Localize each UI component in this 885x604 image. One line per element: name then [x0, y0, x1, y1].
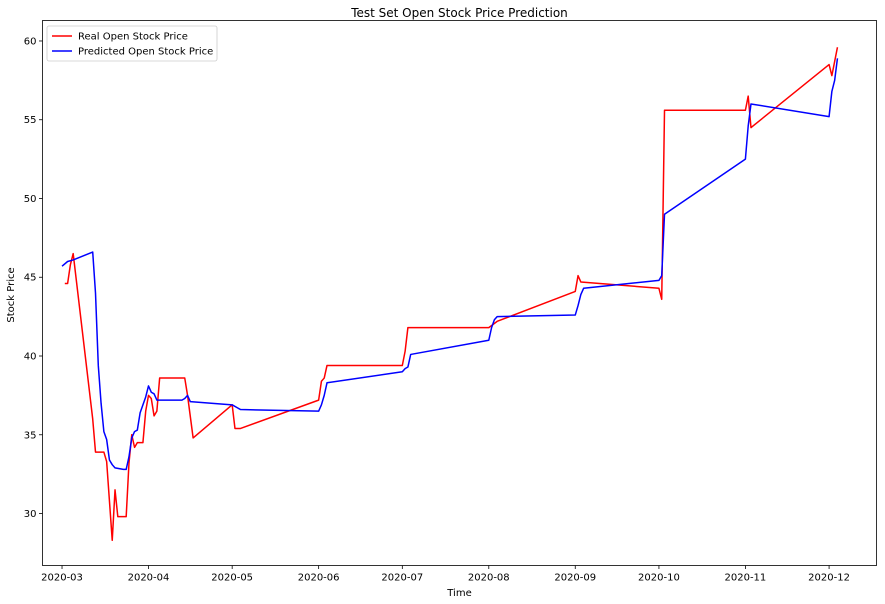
x-tick-label: 2020-07 [381, 573, 423, 584]
x-tick-label: 2020-05 [211, 573, 253, 584]
legend-label-real: Real Open Stock Price [78, 32, 188, 43]
series-line-predicted [61, 58, 839, 471]
y-axis: 30 35 40 45 50 55 60 [24, 36, 43, 520]
y-tick-label: 60 [24, 36, 37, 47]
x-axis-title: Time [446, 588, 471, 599]
legend-box [46, 25, 218, 62]
y-axis-title: Stock Price [6, 267, 17, 322]
legend-label-predicted: Predicted Open Stock Price [78, 47, 213, 58]
legend: Real Open Stock Price Predicted Open Sto… [46, 25, 218, 62]
series-line-real [64, 47, 839, 542]
plot-frame [42, 20, 877, 566]
y-tick-label: 30 [24, 509, 37, 520]
x-tick-label: 2020-10 [638, 573, 680, 584]
x-tick-label: 2020-12 [808, 573, 850, 584]
y-tick-label: 35 [24, 430, 37, 441]
chart-title: Test Set Open Stock Price Prediction [350, 6, 568, 20]
x-tick-label: 2020-09 [554, 573, 596, 584]
x-tick-label: 2020-06 [298, 573, 340, 584]
x-tick-label: 2020-04 [128, 573, 170, 584]
x-tick-label: 2020-08 [468, 573, 510, 584]
x-axis: 2020-03 2020-04 2020-05 2020-06 2020-07 2020-… [41, 565, 850, 584]
y-tick-label: 50 [24, 194, 37, 205]
x-tick-label: 2020-03 [41, 573, 83, 584]
y-tick-label: 45 [24, 273, 37, 284]
x-tick-label: 2020-11 [725, 573, 767, 584]
y-tick-label: 40 [24, 352, 37, 363]
y-tick-label: 55 [24, 115, 37, 126]
